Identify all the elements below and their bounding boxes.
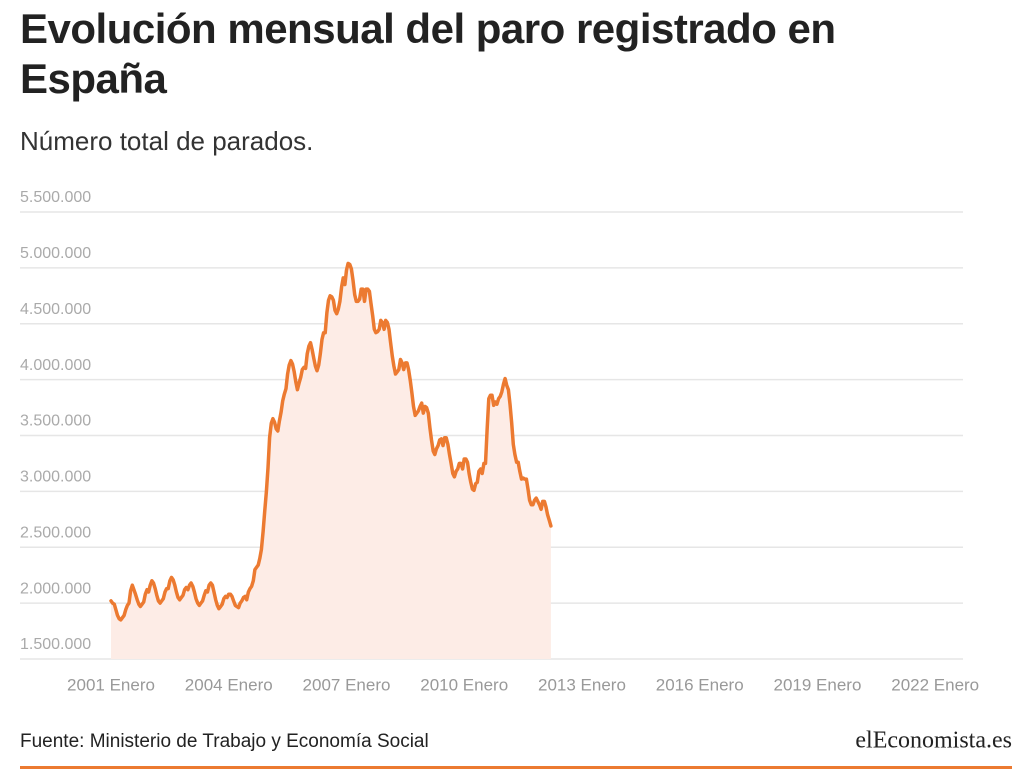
- series-line: [109, 261, 553, 622]
- y-tick-label: 5.000.000: [20, 245, 91, 262]
- logo: elEconomista.es: [855, 728, 1012, 754]
- area-fill: [111, 263, 551, 659]
- chart-title: Evolución mensual del paro registrado en…: [20, 5, 836, 102]
- source: Fuente: Ministerio de Trabajo y Economía…: [20, 731, 429, 752]
- chart-subtitle: Número total de parados.: [20, 126, 314, 156]
- footer-rule: [20, 766, 1012, 769]
- x-tick-label: 2004 Enero: [185, 675, 273, 694]
- y-tick-label: 3.500.000: [20, 413, 91, 430]
- y-tick-label: 3.000.000: [20, 469, 91, 486]
- y-tick-label: 4.000.000: [20, 357, 91, 374]
- x-tick-label: 2016 Enero: [656, 675, 744, 694]
- x-tick-label: 2010 Enero: [420, 675, 508, 694]
- x-tick-label: 2022 Enero: [891, 675, 979, 694]
- y-tick-label: 5.500.000: [20, 189, 91, 206]
- y-tick-label: 4.500.000: [20, 301, 91, 318]
- y-tick-label: 1.500.000: [20, 636, 91, 653]
- x-tick-label: 2019 Enero: [774, 675, 862, 694]
- plot: 1.500.000 2.000.000 2.500.000 3.000.000 3.50…: [20, 189, 979, 694]
- y-tick-label: 2.500.000: [20, 524, 91, 541]
- y-tick-label: 2.000.000: [20, 580, 91, 597]
- x-tick-label: 2007 Enero: [303, 675, 391, 694]
- x-tick-label: 2001 Enero: [67, 675, 155, 694]
- x-tick-label: 2013 Enero: [538, 675, 626, 694]
